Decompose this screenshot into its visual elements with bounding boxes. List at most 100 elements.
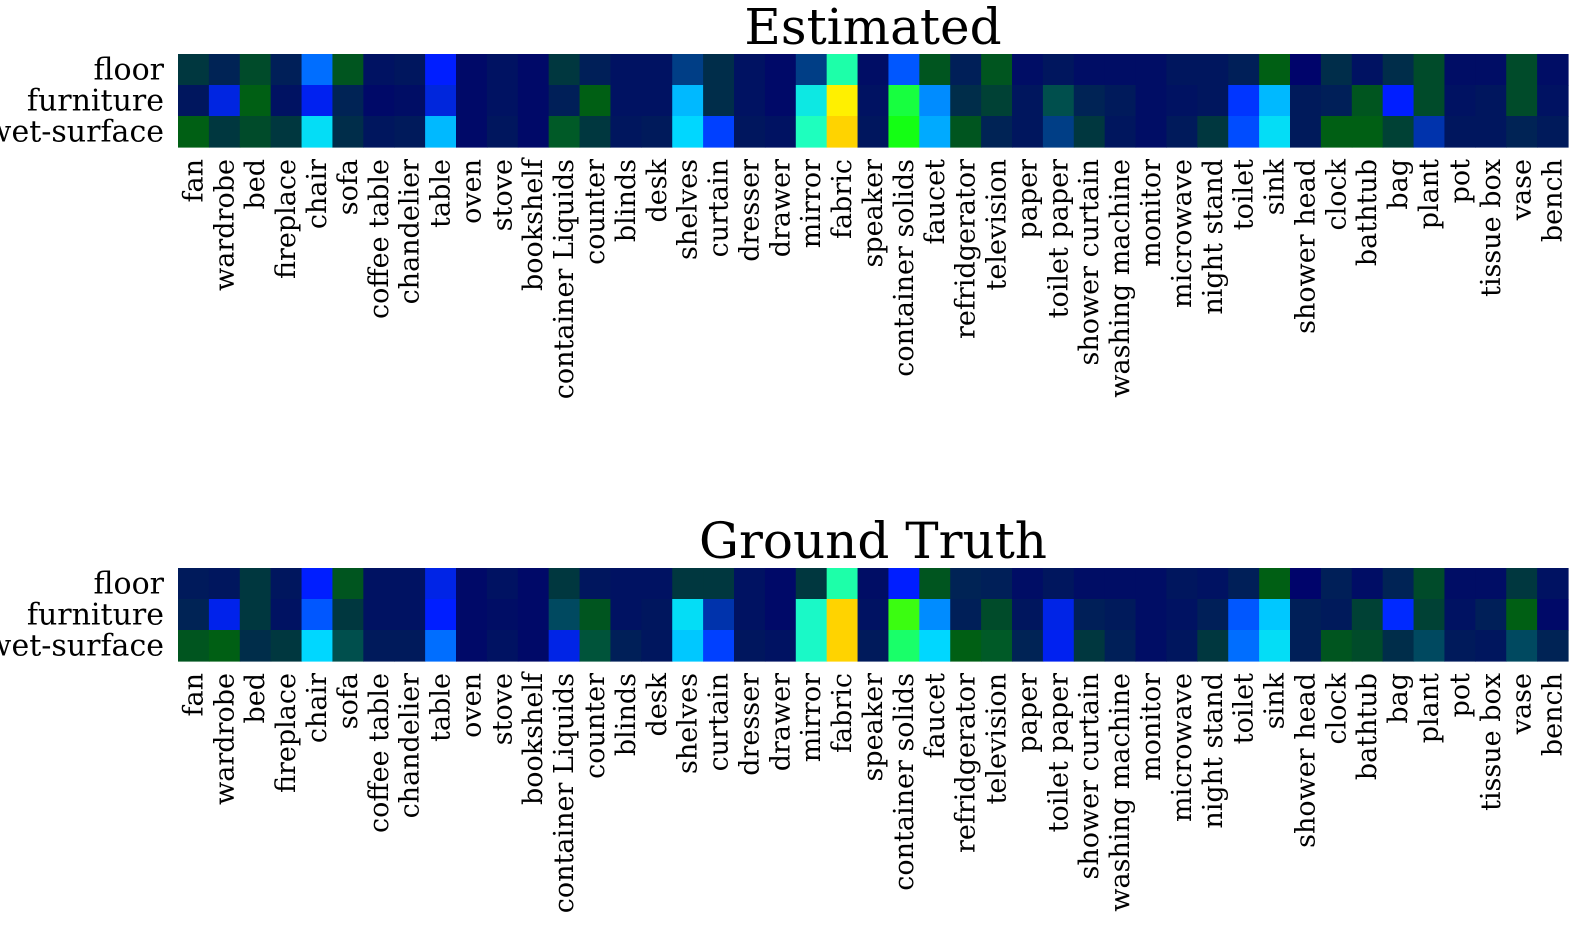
heatmap-cell-wet-surface-tissue-box	[1475, 116, 1507, 148]
heatmap-cell-wet-surface-bookshelf	[517, 630, 550, 662]
heatmap-cell-furniture-pot	[1444, 85, 1476, 117]
heatmap-cell-floor-fan	[178, 568, 210, 600]
column-label-bathtub: bathtub	[1352, 673, 1383, 780]
heatmap-cell-wet-surface-shower-head	[1290, 116, 1322, 148]
heatmap-cell-wet-surface-clock	[1320, 116, 1353, 148]
heatmap-cell-floor-monitor	[1135, 54, 1168, 86]
heatmap-cell-furniture-bag	[1382, 85, 1415, 117]
column-label-sofa: sofa	[333, 673, 364, 729]
heatmap-cell-furniture-bookshelf	[517, 85, 550, 117]
heatmap-cell-wet-surface-counter	[579, 630, 612, 662]
column-label-night-stand: night stand	[1198, 159, 1229, 315]
heatmap-cell-furniture-fireplace	[270, 599, 303, 631]
heatmap-cell-wet-surface-bag	[1382, 630, 1415, 662]
column-label-bathtub: bathtub	[1352, 159, 1383, 266]
heatmap-cell-floor-vase	[1506, 54, 1538, 86]
column-label-bag: bag	[1383, 159, 1414, 210]
column-label-faucet: faucet	[920, 673, 951, 759]
heatmap-cell-floor-fireplace	[270, 568, 303, 600]
heatmap-cell-floor-bookshelf	[517, 54, 550, 86]
heatmap-cell-wet-surface-faucet	[919, 630, 951, 662]
column-label-microwave: microwave	[1167, 673, 1198, 822]
heatmap-cell-floor-container-solids	[888, 568, 920, 600]
row-label-floor: floor	[94, 567, 165, 602]
heatmap-cell-floor-sink	[1259, 54, 1291, 86]
heatmap-cell-furniture-chandelier	[394, 85, 426, 117]
column-label-paper: paper	[1012, 673, 1043, 753]
column-label-bench: bench	[1538, 673, 1569, 756]
heatmap-cell-floor-monitor	[1135, 568, 1168, 600]
heatmap-cell-floor-desk	[641, 54, 673, 86]
column-label-wardrobe: wardrobe	[209, 159, 240, 291]
heatmap-cell-wet-surface-plant	[1413, 630, 1446, 662]
column-label-stove: stove	[487, 673, 518, 745]
heatmap-cell-wet-surface-blinds	[610, 630, 642, 662]
heatmap-cell-furniture-bed	[239, 599, 272, 631]
row-label-wet-surface: wet-surface	[0, 115, 164, 150]
heatmap-cell-floor-shower-head	[1290, 54, 1322, 86]
heatmap-cell-wet-surface-bed	[239, 116, 272, 148]
heatmap-cell-wet-surface-bathtub	[1351, 116, 1384, 148]
column-label-fireplace: fireplace	[271, 673, 302, 793]
column-label-fan: fan	[178, 673, 209, 716]
heatmap-cell-floor-clock	[1320, 568, 1353, 600]
column-label-vase: vase	[1507, 673, 1538, 735]
heatmap-cell-furniture-fan	[178, 599, 210, 631]
heatmap-cell-floor-bench	[1537, 568, 1569, 600]
heatmap-cell-floor-chandelier	[394, 54, 426, 86]
column-label-refridgerator: refridgerator	[951, 159, 982, 339]
heatmap-cell-floor-fabric	[826, 568, 859, 600]
heatmap-cell-floor-microwave	[1166, 54, 1198, 86]
heatmap-cell-wet-surface-bag	[1382, 116, 1415, 148]
column-label-drawer: drawer	[765, 159, 796, 257]
heatmap-cell-floor-pot	[1444, 568, 1476, 600]
column-label-plant: plant	[1414, 673, 1445, 743]
column-label-table: table	[426, 673, 457, 742]
heatmap-cell-wet-surface-mirror	[795, 116, 828, 148]
column-label-fabric: fabric	[827, 673, 858, 753]
column-label-pot: pot	[1445, 673, 1476, 718]
column-label-clock: clock	[1321, 672, 1352, 744]
heatmap-cell-furniture-tissue-box	[1475, 85, 1507, 117]
heatmap-cell-furniture-microwave	[1166, 85, 1198, 117]
heatmap-cell-furniture-shower-head	[1290, 85, 1322, 117]
heatmap-cell-furniture-coffee-table	[363, 599, 395, 631]
heatmap-cell-furniture-clock	[1320, 85, 1353, 117]
chart-title-ground-truth: Ground Truth	[699, 512, 1047, 570]
heatmap-cell-wet-surface-washing-machine	[1104, 116, 1137, 148]
heatmap-cell-wet-surface-oven	[456, 630, 488, 662]
column-label-washing-machine: washing machine	[1105, 673, 1136, 912]
heatmap-cell-floor-fireplace	[270, 54, 303, 86]
heatmap-cell-floor-drawer	[764, 54, 797, 86]
heatmap-cell-wet-surface-table	[425, 630, 457, 662]
heatmap-cell-furniture-toilet	[1228, 85, 1260, 117]
column-label-bag: bag	[1383, 673, 1414, 724]
heatmap-cell-wet-surface-wardrobe	[208, 116, 241, 148]
heatmap-cell-floor-microwave	[1166, 568, 1198, 600]
heatmap-cell-wet-surface-chandelier	[394, 630, 426, 662]
column-label-tissue-box: tissue box	[1476, 159, 1507, 297]
heatmap-cell-furniture-shelves	[672, 599, 704, 631]
heatmap-cell-wet-surface-fabric	[826, 116, 859, 148]
heatmap-cell-furniture-oven	[456, 599, 488, 631]
heatmap-cell-floor-paper	[1012, 54, 1044, 86]
heatmap-cell-wet-surface-table	[425, 116, 457, 148]
column-label-bench: bench	[1538, 159, 1569, 242]
column-label-coffee-table: coffee table	[364, 159, 395, 319]
heatmap-cell-floor-bathtub	[1351, 54, 1384, 86]
column-label-vase: vase	[1507, 159, 1538, 221]
column-label-counter: counter	[580, 673, 611, 779]
heatmap-cell-wet-surface-bench	[1537, 116, 1569, 148]
heatmap-cell-wet-surface-chandelier	[394, 116, 426, 148]
heatmap-cell-furniture-drawer	[764, 599, 797, 631]
heatmap-cell-furniture-coffee-table	[363, 85, 395, 117]
heatmap-cell-floor-shower-head	[1290, 568, 1322, 600]
column-label-chair: chair	[302, 159, 333, 229]
column-label-chair: chair	[302, 673, 333, 743]
column-label-desk: desk	[642, 158, 673, 222]
heatmap-cell-wet-surface-shower-head	[1290, 630, 1322, 662]
heatmap-cell-floor-toilet-paper	[1042, 568, 1075, 600]
heatmap-cell-floor-coffee-table	[363, 54, 395, 86]
heatmap-cell-floor-container-solids	[888, 54, 920, 86]
